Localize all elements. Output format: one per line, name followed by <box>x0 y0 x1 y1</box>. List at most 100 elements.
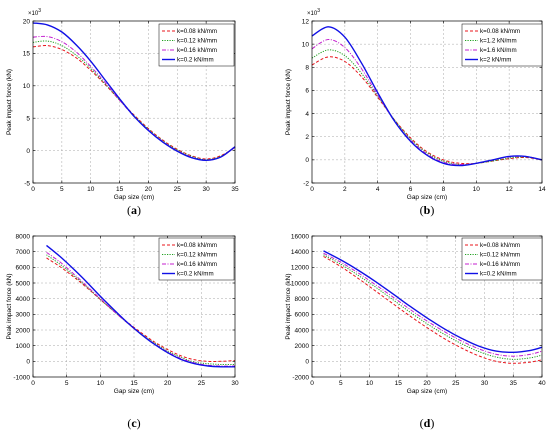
y-tick-label: 20 <box>23 18 31 25</box>
series-line-1 <box>46 257 236 362</box>
legend: k=0.08 kN/mm k=0.12 kN/mm k=0.16 kN/mm k=0.… <box>158 23 235 67</box>
panel-caption: (a) <box>127 203 141 217</box>
x-tick-label: 5 <box>60 186 64 193</box>
x-tick-label: 0 <box>31 380 35 387</box>
legend-label-2: k=1.2 kN/mm <box>480 38 517 45</box>
legend-label-4: k=0.2 kN/mm <box>480 271 517 278</box>
x-tick-label: 15 <box>130 380 138 387</box>
legend: k=0.08 kN/mm k=0.12 kN/mm k=0.16 kN/mm k=0.… <box>158 237 235 281</box>
legend-label-2: k=0.12 kN/mm <box>177 38 217 45</box>
x-tick-label: 15 <box>116 186 124 193</box>
legend-label-1: k=0.08 kN/mm <box>177 28 217 35</box>
x-tick-label: 35 <box>510 380 518 387</box>
x-tick-label: 35 <box>231 186 239 193</box>
legend-label-4: k=0.2 kN/mm <box>177 57 214 64</box>
x-tick-label: 2 <box>343 186 347 193</box>
x-tick-label: 30 <box>203 186 211 193</box>
legend-label-3: k=0.16 kN/mm <box>177 47 217 54</box>
series-line-1 <box>323 255 543 364</box>
y-tick-label: 4 <box>305 111 309 118</box>
y-tick-label: 15 <box>23 51 31 58</box>
x-tick-label: 5 <box>65 380 69 387</box>
y-axis-label: Peak impact force (kN) <box>285 69 292 135</box>
x-tick-label: 40 <box>538 380 546 387</box>
panel-caption: (d) <box>420 416 435 430</box>
x-tick-label: 25 <box>198 380 206 387</box>
x-tick-label: 30 <box>231 380 239 387</box>
x-tick-label: 20 <box>164 380 172 387</box>
axes-frame <box>311 20 543 184</box>
y-tick-label: 4000 <box>16 296 31 303</box>
axes-frame <box>32 20 236 184</box>
y-tick-label: 0 <box>305 157 309 164</box>
y-axis-exponent: ×103 <box>307 8 320 17</box>
x-tick-label: 25 <box>174 186 182 193</box>
legend-label-2: k=0.12 kN/mm <box>177 252 217 259</box>
x-tick-label: 12 <box>506 186 514 193</box>
x-axis-label: Gap size (cm) <box>407 194 447 201</box>
x-tick-label: 0 <box>310 380 314 387</box>
y-tick-label: 6000 <box>16 265 31 272</box>
legend-label-4: k=2 kN/mm <box>480 57 511 64</box>
y-axis-label: Peak impact force (kN) <box>6 273 13 339</box>
legend-label-4: k=0.2 kN/mm <box>177 271 214 278</box>
legend-label-1: k=0.08 kN/mm <box>480 242 520 249</box>
panel-caption: (b) <box>420 203 435 217</box>
x-tick-label: 10 <box>87 186 95 193</box>
chart-panel-d: 0 5 10 15 20 25 30 35 40-20000200040006000800010… <box>285 233 546 430</box>
x-tick-label: 0 <box>310 186 314 193</box>
legend-label-3: k=0.16 kN/mm <box>177 261 217 268</box>
y-tick-label: 7000 <box>16 249 31 256</box>
legend: k=0.08 kN/mm k=0.12 kN/mm k=0.16 kN/mm k=0.… <box>461 237 543 281</box>
y-tick-label: 8000 <box>16 233 31 240</box>
y-tick-label: 2 <box>305 134 309 141</box>
x-tick-label: 20 <box>145 186 153 193</box>
y-axis-label: Peak impact force (kN) <box>6 69 13 135</box>
y-tick-label: 5 <box>26 116 30 123</box>
x-tick-label: 0 <box>31 186 35 193</box>
y-tick-label: 10 <box>302 41 310 48</box>
x-tick-label: 10 <box>473 186 481 193</box>
y-axis-label: Peak impact force (kN) <box>285 273 292 339</box>
y-tick-label: -2000 <box>292 374 309 381</box>
legend-label-1: k=0.08 kN/mm <box>480 28 520 35</box>
y-tick-label: 2000 <box>295 343 310 350</box>
series-line-1 <box>311 56 543 165</box>
y-tick-label: 8000 <box>295 296 310 303</box>
series-line-4 <box>46 244 236 368</box>
y-tick-label: 0 <box>305 359 309 366</box>
y-tick-label: -5 <box>24 180 30 187</box>
x-axis-label: Gap size (cm) <box>407 388 447 395</box>
x-tick-label: 20 <box>423 380 431 387</box>
chart-panel-c: 0 5 10 15 20 25 30-100001000200030004000500060… <box>6 233 239 430</box>
y-tick-label: 6000 <box>295 312 310 319</box>
series-line-4 <box>32 22 236 162</box>
x-tick-label: 5 <box>339 380 343 387</box>
y-axis-exponent: ×103 <box>28 8 41 17</box>
legend-label-3: k=0.16 kN/mm <box>480 261 520 268</box>
x-axis-label: Gap size (cm) <box>114 388 154 395</box>
y-tick-label: 4000 <box>295 327 310 334</box>
y-tick-label: 5000 <box>16 280 31 287</box>
series-line-4 <box>311 26 543 167</box>
legend-label-3: k=1.6 kN/mm <box>480 47 517 54</box>
y-tick-label: 12000 <box>291 265 309 272</box>
x-tick-label: 8 <box>442 186 446 193</box>
series-line-3 <box>323 252 543 357</box>
x-tick-label: 15 <box>395 380 403 387</box>
legend-box <box>158 23 235 67</box>
x-tick-label: 30 <box>481 380 489 387</box>
y-tick-label: 0 <box>26 148 30 155</box>
y-tick-label: 8 <box>305 65 309 72</box>
x-tick-label: 10 <box>97 380 105 387</box>
y-tick-label: 12 <box>302 18 310 25</box>
y-tick-label: 10000 <box>291 280 309 287</box>
y-tick-label: -2 <box>303 180 309 187</box>
x-axis-label: Gap size (cm) <box>114 194 154 201</box>
y-tick-label: -1000 <box>13 374 30 381</box>
legend-label-1: k=0.08 kN/mm <box>177 242 217 249</box>
x-tick-label: 14 <box>538 186 546 193</box>
